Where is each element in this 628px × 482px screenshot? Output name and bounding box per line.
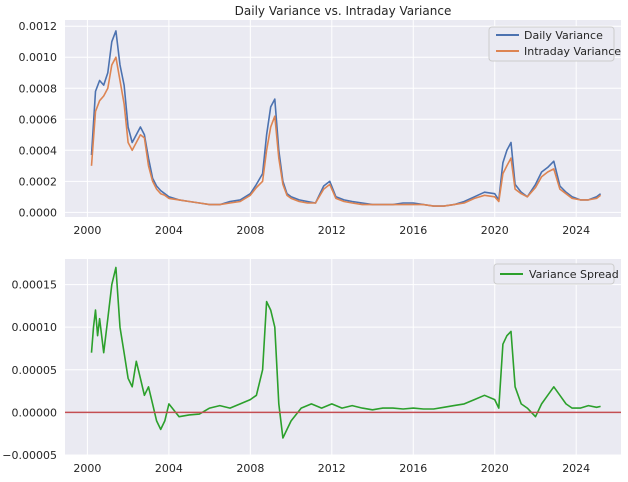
series-line-variance-spread xyxy=(90,266,601,439)
y-tick-label: 0.0004 xyxy=(19,144,58,157)
x-tick-label: 2020 xyxy=(481,462,509,475)
y-tick-label: 0.0002 xyxy=(19,175,58,188)
x-tick-label: 2000 xyxy=(73,462,101,475)
y-tick-label: 0.00010 xyxy=(12,321,58,334)
bottom-y-ticks: −0.00005 0.00000 0.00005 0.00010 0.00015 xyxy=(2,279,57,462)
series-line-intraday-variance xyxy=(90,56,602,207)
x-tick-label: 2008 xyxy=(236,224,264,237)
x-tick-label: 2016 xyxy=(399,224,427,237)
y-tick-label: −0.00005 xyxy=(2,449,57,462)
x-tick-label: 2024 xyxy=(562,224,590,237)
top-legend-box xyxy=(488,26,615,62)
x-tick-label: 2004 xyxy=(155,224,183,237)
bottom-legend: Variance Spread xyxy=(493,263,619,285)
x-tick-label: 2008 xyxy=(236,462,264,475)
bottom-series xyxy=(90,266,601,439)
x-tick-label: 2004 xyxy=(155,462,183,475)
top-legend: Daily Variance Intraday Variance xyxy=(488,26,621,62)
y-tick-label: 0.0000 xyxy=(19,206,58,219)
x-tick-label: 2012 xyxy=(318,462,346,475)
y-tick-label: 0.00015 xyxy=(12,279,58,292)
y-tick-label: 0.0010 xyxy=(19,51,58,64)
top-panel: 2000 2004 2008 2012 2016 2020 2024 0.00000.000… xyxy=(19,4,622,237)
top-y-ticks: 0.0000 0.0002 0.0004 0.0006 0.0008 0.0010 0.00… xyxy=(19,20,58,219)
bottom-panel: 2000 2004 2008 2012 2016 2020 2024 −0.00005 0.0… xyxy=(2,259,621,475)
top-grid xyxy=(65,20,621,217)
y-tick-label: 0.0006 xyxy=(19,113,58,126)
top-series xyxy=(90,30,602,207)
legend-label-variance-spread: Variance Spread xyxy=(529,268,619,281)
legend-label-daily-variance: Daily Variance xyxy=(524,29,603,42)
bottom-legend-box xyxy=(493,263,615,285)
top-chart-title: Daily Variance vs. Intraday Variance xyxy=(235,4,452,18)
x-tick-label: 2012 xyxy=(318,224,346,237)
bottom-plot-area xyxy=(65,259,621,455)
y-tick-label: 0.0008 xyxy=(19,82,58,95)
y-tick-label: 0.00005 xyxy=(12,364,58,377)
bottom-x-ticks: 2000 2004 2008 2012 2016 2020 2024 xyxy=(73,462,590,475)
x-tick-label: 2000 xyxy=(73,224,101,237)
x-tick-label: 2016 xyxy=(399,462,427,475)
y-tick-label: 0.0012 xyxy=(19,20,58,33)
series-line-daily-variance xyxy=(90,30,602,207)
top-x-ticks: 2000 2004 2008 2012 2016 2020 2024 xyxy=(73,224,590,237)
y-tick-label: 0.00000 xyxy=(12,406,58,419)
x-tick-label: 2020 xyxy=(481,224,509,237)
x-tick-label: 2024 xyxy=(562,462,590,475)
legend-label-intraday-variance: Intraday Variance xyxy=(524,45,621,58)
